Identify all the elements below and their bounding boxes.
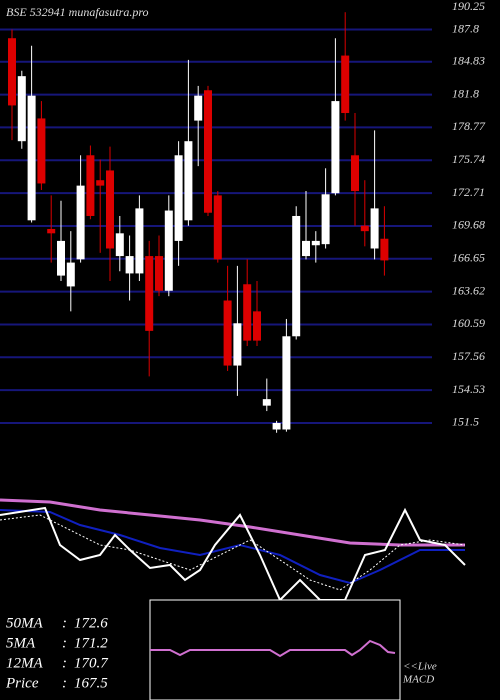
candle-body	[204, 90, 212, 213]
stat-value: 171.2	[74, 635, 108, 651]
stat-value: 172.6	[74, 615, 108, 631]
candle-body	[360, 225, 369, 232]
stat-value: 167.5	[74, 675, 108, 691]
candle-body	[76, 185, 85, 260]
candle-body	[115, 233, 124, 257]
candle-body	[164, 210, 173, 291]
stat-separator: :	[62, 655, 67, 671]
candle-body	[223, 300, 232, 366]
candle-body	[106, 170, 114, 249]
ma-line	[0, 498, 465, 547]
candle-body	[331, 101, 340, 194]
candle-body	[370, 208, 379, 249]
y-tick-label: 187.8	[452, 21, 479, 35]
y-tick-label: 184.83	[452, 53, 485, 67]
stat-label: Price	[5, 675, 39, 691]
candles	[8, 12, 389, 433]
candle-body	[351, 155, 359, 192]
chart-title: BSE 532941 munafasutra.pro	[6, 5, 149, 19]
candle-body	[243, 284, 252, 341]
candle-body	[135, 208, 144, 274]
y-tick-label: 175.74	[452, 152, 485, 166]
stat-label: 12MA	[6, 655, 43, 671]
y-tick-label: 151.5	[452, 415, 479, 429]
stat-label: 5MA	[6, 635, 36, 651]
candle-body	[155, 256, 163, 291]
stat-separator: :	[62, 615, 67, 631]
grid: 190.25 187.8 184.83 181.8 178.77 175.74 172.71…	[0, 0, 486, 429]
y-tick-label: 163.62	[452, 283, 485, 297]
macd-line	[150, 639, 396, 658]
candle-body	[213, 195, 222, 260]
candle-body	[262, 399, 271, 406]
candle-body	[292, 215, 301, 337]
stat-value: 170.7	[74, 655, 109, 671]
candle-body	[341, 55, 350, 114]
candle-body	[27, 95, 36, 221]
candle-body	[17, 76, 26, 142]
y-tick-label: 172.71	[452, 185, 485, 199]
y-tick-label: 181.8	[452, 86, 479, 100]
candle-body	[37, 118, 46, 184]
candle-body	[253, 311, 261, 341]
candle-body	[380, 238, 389, 261]
candle-body	[57, 240, 65, 276]
candle-body	[233, 323, 242, 366]
stat-separator: :	[62, 675, 67, 691]
stat-label: 50MA	[6, 615, 43, 631]
candle-body	[86, 155, 95, 216]
macd-label: <<Live	[403, 661, 437, 673]
ma-line	[0, 506, 466, 602]
candle-body	[282, 336, 291, 430]
candle-body	[96, 180, 105, 186]
y-tick-label: 166.65	[452, 251, 485, 265]
y-tick-label: 169.68	[452, 218, 485, 232]
y-tick-label: 178.77	[452, 119, 486, 133]
candle-body	[174, 155, 183, 241]
candle-body	[194, 95, 203, 121]
candle-body	[8, 38, 16, 106]
candle-body	[272, 422, 281, 430]
candle-body	[321, 194, 330, 245]
candle-body	[145, 256, 154, 331]
candle-body	[47, 228, 56, 234]
candle-body	[125, 256, 134, 274]
macd-label: MACD	[402, 674, 434, 686]
macd-box	[149, 599, 401, 700]
candle-body	[311, 240, 320, 246]
y-tick-label: 154.53	[452, 382, 485, 396]
y-tick-label: 160.59	[452, 316, 485, 330]
y-tick-label: 157.56	[452, 349, 485, 363]
candle-body	[302, 240, 310, 257]
candle-body	[184, 141, 193, 221]
candle-body	[66, 262, 75, 287]
y-tick-label: 190.25	[452, 0, 485, 13]
stat-separator: :	[62, 635, 67, 651]
